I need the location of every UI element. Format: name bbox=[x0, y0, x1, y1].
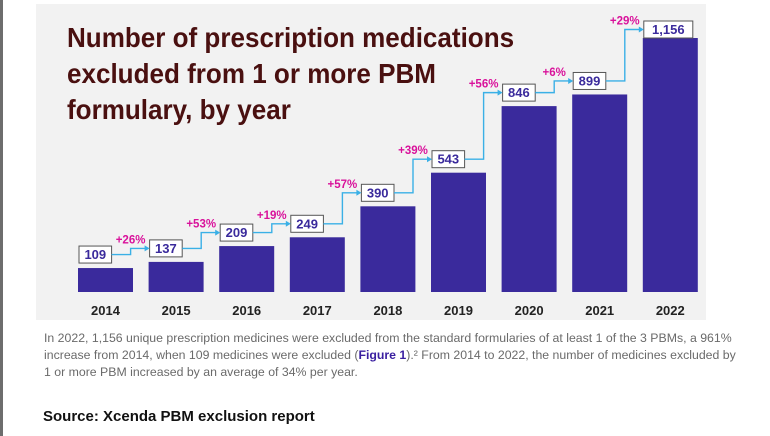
caption-text: In 2022, 1,156 unique prescription medic… bbox=[44, 330, 744, 381]
bar-2014 bbox=[78, 268, 133, 292]
connector-arrow-2021 bbox=[568, 77, 574, 84]
source-note: Source: Xcenda PBM exclusion report bbox=[43, 408, 315, 425]
x-tick-label-2021: 2021 bbox=[585, 303, 614, 318]
value-label-2021: 899 bbox=[579, 73, 601, 88]
bar-2019 bbox=[431, 172, 486, 292]
connector-2021 bbox=[535, 80, 571, 94]
x-tick-label-2020: 2020 bbox=[515, 303, 544, 318]
connector-arrow-2016 bbox=[215, 229, 221, 236]
x-tick-label-2014: 2014 bbox=[91, 303, 121, 318]
bar-2017 bbox=[289, 237, 345, 292]
connector-2017 bbox=[252, 223, 288, 234]
connector-2020 bbox=[464, 91, 500, 160]
page-left-border bbox=[0, 0, 3, 436]
value-label-2016: 209 bbox=[226, 225, 248, 240]
pct-change-label-2021: +6% bbox=[543, 67, 566, 79]
connector-arrow-2019 bbox=[427, 156, 432, 163]
figure-link[interactable]: Figure 1 bbox=[358, 348, 407, 362]
pct-change-label-2018: +57% bbox=[328, 179, 358, 191]
connector-2019 bbox=[394, 158, 429, 194]
pct-change-label-2017: +19% bbox=[257, 210, 287, 222]
pct-change-label-2016: +53% bbox=[186, 219, 216, 231]
value-label-2019: 543 bbox=[437, 152, 459, 167]
bar-2016 bbox=[219, 246, 275, 292]
value-label-2017: 249 bbox=[296, 216, 318, 231]
caption-after-link: ).² From 2014 to 2022, the number of med… bbox=[44, 348, 736, 379]
connector-arrow-2017 bbox=[285, 220, 291, 227]
pct-change-label-2020: +56% bbox=[469, 79, 499, 91]
connector-2016 bbox=[182, 231, 218, 250]
bar-2015 bbox=[148, 261, 204, 292]
bar-2022 bbox=[642, 38, 698, 292]
value-label-2022: 1,156 bbox=[652, 22, 685, 37]
connector-2022 bbox=[605, 28, 641, 82]
connector-arrow-2015 bbox=[144, 245, 150, 252]
bar-2018 bbox=[360, 206, 416, 292]
value-label-2014: 109 bbox=[84, 247, 106, 262]
connector-2018 bbox=[323, 192, 359, 225]
x-tick-label-2015: 2015 bbox=[162, 303, 191, 318]
x-tick-label-2019: 2019 bbox=[444, 303, 473, 318]
x-tick-label-2022: 2022 bbox=[656, 303, 685, 318]
chart-title: Number of prescription medications exclu… bbox=[67, 22, 515, 125]
x-tick-label-2018: 2018 bbox=[373, 303, 402, 318]
pct-change-label-2019: +39% bbox=[398, 145, 428, 157]
bar-chart: 2014 109 2015 137 2016 209 2017 249 2018 390 2019 5… bbox=[78, 16, 698, 318]
x-tick-label-2016: 2016 bbox=[232, 303, 261, 318]
connector-2015 bbox=[111, 247, 147, 256]
caption-before-link: In 2022, 1,156 unique prescription medic… bbox=[44, 331, 732, 362]
pct-change-label-2015: +26% bbox=[116, 234, 146, 246]
x-tick-label-2017: 2017 bbox=[303, 303, 332, 318]
bar-2020 bbox=[501, 106, 557, 292]
bar-2021 bbox=[572, 94, 628, 292]
value-label-2018: 390 bbox=[367, 185, 389, 200]
connector-arrow-2022 bbox=[638, 26, 644, 33]
value-label-2020: 846 bbox=[508, 85, 530, 100]
value-label-2015: 137 bbox=[155, 241, 177, 256]
pct-change-label-2022: +29% bbox=[610, 16, 640, 28]
connector-arrow-2020 bbox=[497, 89, 503, 96]
chart-panel: 2014 109 2015 137 2016 209 2017 249 2018 390 2019 5… bbox=[36, 4, 706, 320]
connector-arrow-2018 bbox=[356, 189, 362, 196]
